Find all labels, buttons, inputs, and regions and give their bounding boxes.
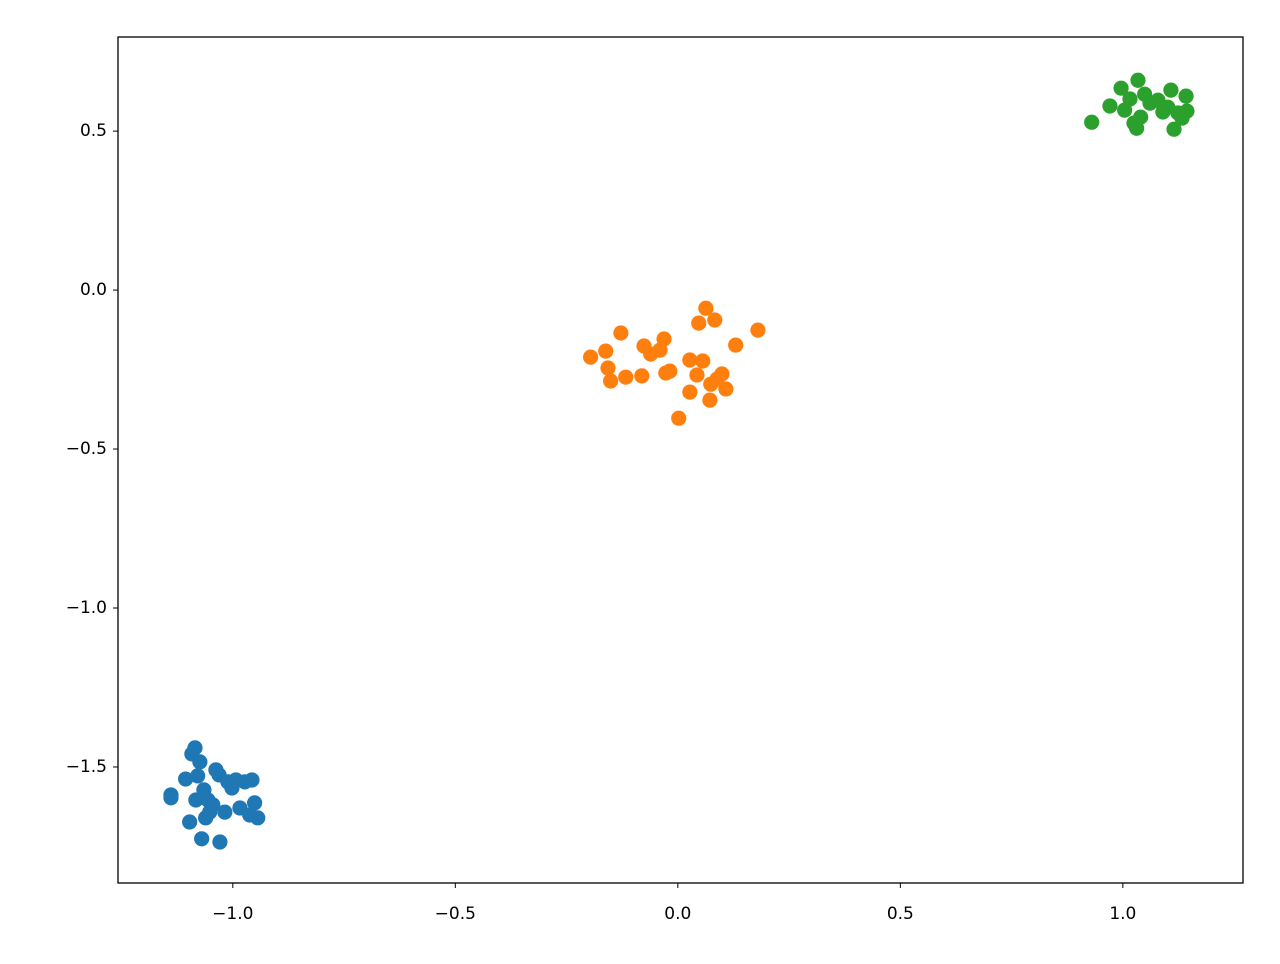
- point: [702, 392, 718, 408]
- point: [662, 363, 678, 379]
- point: [247, 795, 263, 811]
- point: [714, 366, 730, 382]
- point: [178, 771, 194, 787]
- point: [190, 768, 206, 784]
- y-tick-label: −0.5: [66, 439, 107, 459]
- point: [598, 343, 614, 359]
- point: [689, 367, 705, 383]
- point: [1179, 103, 1195, 119]
- point: [192, 754, 208, 770]
- y-tick-label: 0.0: [80, 280, 107, 300]
- plot-frame: [117, 36, 1244, 884]
- point: [682, 352, 698, 368]
- point: [187, 740, 203, 756]
- point: [613, 325, 629, 341]
- point: [707, 312, 723, 328]
- y-tick-label: −1.5: [66, 757, 107, 777]
- x-tick-label: −1.0: [212, 904, 253, 924]
- point: [1166, 121, 1182, 137]
- point: [1163, 82, 1179, 98]
- point: [583, 349, 599, 365]
- point: [728, 337, 744, 353]
- point: [163, 790, 179, 806]
- point: [656, 331, 672, 347]
- x-tick-label: 1.0: [1109, 904, 1136, 924]
- point: [600, 360, 616, 376]
- x-tick-label: 0.0: [664, 904, 691, 924]
- point: [671, 410, 687, 426]
- y-tick-label: −1.0: [66, 598, 107, 618]
- x-tick-label: 0.5: [887, 904, 914, 924]
- x-tick-label: −0.5: [435, 904, 476, 924]
- point: [691, 315, 707, 331]
- point: [1122, 91, 1138, 107]
- point: [217, 804, 233, 820]
- point: [603, 373, 619, 389]
- point: [695, 353, 711, 369]
- point: [244, 772, 260, 788]
- point: [1113, 80, 1129, 96]
- point: [618, 369, 634, 385]
- point: [212, 834, 228, 850]
- point: [634, 368, 650, 384]
- point: [1084, 114, 1100, 130]
- point: [1178, 88, 1194, 104]
- y-tick-label: 0.5: [80, 121, 107, 141]
- point: [182, 814, 198, 830]
- point: [250, 810, 266, 826]
- point: [718, 381, 734, 397]
- point: [1130, 72, 1146, 88]
- point: [750, 322, 766, 338]
- point: [682, 384, 698, 400]
- point: [205, 797, 221, 813]
- point: [1133, 109, 1149, 125]
- point: [194, 831, 210, 847]
- point: [698, 300, 714, 316]
- point: [188, 792, 204, 808]
- point: [1102, 98, 1118, 114]
